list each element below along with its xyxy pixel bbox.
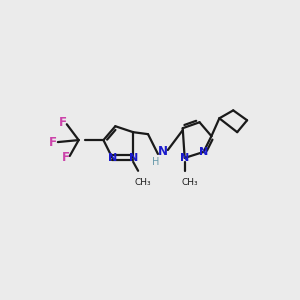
Text: N: N <box>158 146 168 158</box>
Text: CH₃: CH₃ <box>135 178 152 187</box>
Text: N: N <box>199 147 208 157</box>
Text: F: F <box>62 152 70 164</box>
Text: CH₃: CH₃ <box>181 178 198 187</box>
Text: N: N <box>180 153 189 163</box>
Text: F: F <box>59 116 67 129</box>
Text: N: N <box>128 153 138 163</box>
Text: F: F <box>49 136 57 148</box>
Text: H: H <box>152 157 160 167</box>
Text: N: N <box>108 153 117 163</box>
